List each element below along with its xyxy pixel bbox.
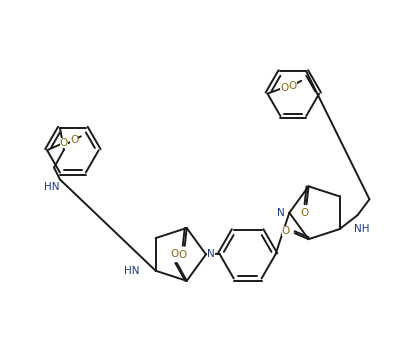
Text: N: N [277,208,284,218]
Text: NH: NH [354,224,369,234]
Text: HN: HN [44,182,60,192]
Text: HN: HN [124,266,140,276]
Text: O: O [288,81,297,91]
Text: O: O [301,208,309,218]
Text: O: O [282,226,290,236]
Text: O: O [179,250,187,260]
Text: O: O [171,249,179,259]
Text: N: N [207,250,215,260]
Text: O: O [280,83,289,93]
Text: O: O [60,138,68,148]
Text: O: O [70,135,78,145]
